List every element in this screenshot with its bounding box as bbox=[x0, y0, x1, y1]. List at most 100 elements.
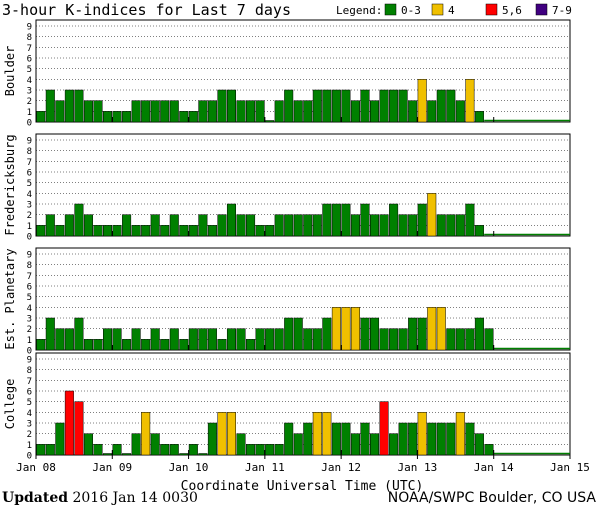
kp-bar bbox=[246, 444, 256, 456]
kp-bar bbox=[455, 214, 465, 237]
kp-bar bbox=[198, 328, 208, 351]
kp-bar bbox=[179, 339, 189, 351]
kp-bar bbox=[255, 100, 265, 123]
y-tick-label: 5 bbox=[27, 65, 32, 75]
kp-bar bbox=[274, 100, 284, 123]
kp-bar bbox=[350, 100, 360, 123]
kp-bar bbox=[398, 214, 408, 237]
kp-bar bbox=[93, 339, 103, 351]
kp-bar bbox=[331, 89, 341, 123]
kp-bar bbox=[236, 328, 246, 351]
y-tick-label: 7 bbox=[27, 272, 32, 282]
kp-bar bbox=[207, 422, 217, 456]
kp-bar bbox=[64, 328, 74, 351]
kp-bar bbox=[284, 214, 294, 237]
kp-bar bbox=[370, 317, 380, 351]
kp-bar bbox=[160, 100, 170, 123]
kp-bar bbox=[331, 203, 341, 237]
kp-bar bbox=[255, 444, 265, 456]
updated-label: Updated bbox=[2, 490, 69, 506]
kp-bar bbox=[322, 203, 332, 237]
kp-bar bbox=[45, 317, 55, 351]
kp-bar bbox=[255, 328, 265, 351]
y-tick-label: 6 bbox=[27, 283, 32, 293]
kp-bar bbox=[217, 412, 227, 456]
kp-bar bbox=[141, 225, 151, 237]
kp-bar bbox=[74, 203, 84, 237]
kp-bar bbox=[265, 225, 275, 237]
kp-bar bbox=[446, 214, 456, 237]
kp-bar bbox=[83, 339, 93, 351]
kp-bar bbox=[341, 422, 351, 456]
kp-bar bbox=[169, 100, 179, 123]
kp-bar bbox=[122, 214, 132, 237]
kp-bar bbox=[427, 422, 437, 456]
kp-bar bbox=[55, 100, 65, 123]
kp-bar bbox=[45, 214, 55, 237]
kp-bar bbox=[322, 317, 332, 351]
x-tick-label: Jan 08 bbox=[16, 461, 56, 474]
kp-bar bbox=[417, 317, 427, 351]
kp-bar bbox=[236, 100, 246, 123]
legend-entry-label: 7-9 bbox=[552, 4, 572, 17]
kp-bar bbox=[188, 111, 198, 123]
legend: Legend: 0-3 4 5,6 7-9 bbox=[336, 3, 572, 17]
x-tick-label: Jan 14 bbox=[474, 461, 514, 474]
kp-bar bbox=[312, 214, 322, 237]
kp-bar bbox=[350, 214, 360, 237]
kp-bar bbox=[474, 433, 484, 456]
series-label: Est. Planetary bbox=[3, 248, 17, 349]
kp-bar bbox=[455, 328, 465, 351]
kp-bar bbox=[341, 307, 351, 351]
kp-bar bbox=[45, 89, 55, 123]
y-tick-label: 8 bbox=[27, 33, 32, 43]
y-tick-label: 6 bbox=[27, 55, 32, 65]
y-tick-label: 6 bbox=[27, 169, 32, 179]
kp-bar bbox=[112, 111, 122, 123]
kp-bar bbox=[265, 328, 275, 351]
y-tick-label: 9 bbox=[27, 23, 32, 33]
x-tick-label: Jan 12 bbox=[321, 461, 361, 474]
legend-entry-label: 4 bbox=[448, 4, 455, 17]
kp-bar bbox=[122, 111, 132, 123]
kp-bar bbox=[465, 328, 475, 351]
kp-bar bbox=[265, 444, 275, 456]
kp-bar bbox=[150, 328, 160, 351]
kp-bar bbox=[389, 203, 399, 237]
kp-bar bbox=[36, 111, 46, 123]
kp-bar bbox=[36, 339, 46, 351]
series-label: College bbox=[3, 379, 17, 430]
legend-swatch bbox=[485, 3, 498, 16]
kp-bar bbox=[141, 339, 151, 351]
kp-bar bbox=[45, 444, 55, 456]
kp-bar bbox=[312, 328, 322, 351]
kp-bar bbox=[36, 225, 46, 237]
kp-bar bbox=[179, 453, 189, 456]
kp-bar bbox=[465, 79, 475, 123]
legend-title: Legend: bbox=[336, 4, 382, 17]
y-tick-label: 3 bbox=[27, 87, 32, 97]
kp-bar bbox=[246, 339, 256, 351]
kp-bar bbox=[207, 225, 217, 237]
legend-swatch bbox=[535, 3, 548, 16]
kp-bar bbox=[103, 453, 113, 456]
kp-bar bbox=[446, 328, 456, 351]
legend-entry-label: 5,6 bbox=[502, 4, 522, 17]
kp-bar bbox=[217, 214, 227, 237]
legend-swatch bbox=[384, 3, 397, 16]
kp-bar bbox=[379, 214, 389, 237]
y-tick-label: 1 bbox=[27, 336, 32, 346]
y-tick-label: 0 bbox=[27, 119, 32, 129]
kp-bar bbox=[83, 100, 93, 123]
kp-bar bbox=[246, 214, 256, 237]
kp-bar bbox=[122, 339, 132, 351]
kp-bar bbox=[379, 401, 389, 456]
kp-bar bbox=[226, 89, 236, 123]
kp-bar bbox=[398, 89, 408, 123]
kp-bar bbox=[379, 328, 389, 351]
kp-bar bbox=[83, 433, 93, 456]
kp-bar bbox=[226, 412, 236, 456]
kp-bar bbox=[198, 453, 208, 456]
y-tick-label: 5 bbox=[27, 398, 32, 408]
